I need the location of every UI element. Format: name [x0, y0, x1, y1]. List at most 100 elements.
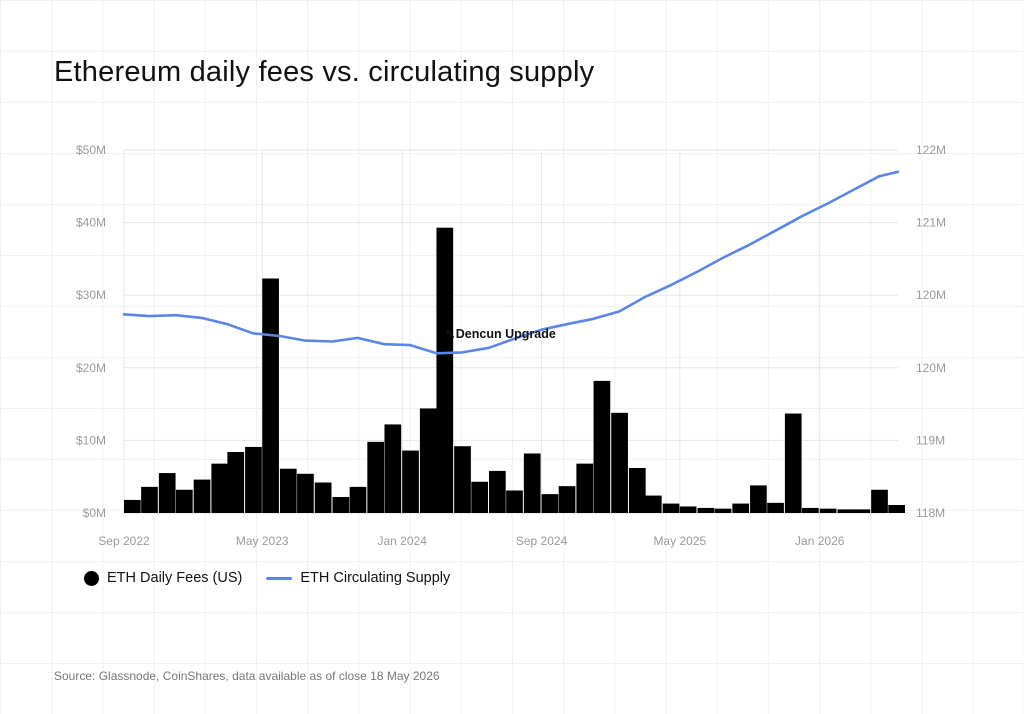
fee-bar — [576, 463, 594, 513]
fee-bar — [523, 453, 541, 513]
axis-labels: $0M 118M $10M 119M $20M 120M $30M 120M $40M 121M $… — [76, 143, 946, 548]
fee-bar — [489, 470, 506, 513]
supply-point — [565, 323, 568, 326]
chart-legend: ETH Daily Fees (US) ETH Circulating Supp… — [84, 570, 450, 586]
fee-bar — [871, 489, 888, 513]
x-tick-label: Jan 2026 — [795, 534, 845, 548]
legend-item-supply[interactable]: ETH Circulating Supply — [266, 570, 450, 586]
supply-point — [644, 296, 646, 298]
fee-bar — [593, 380, 611, 513]
fee-bar — [837, 509, 855, 513]
fee-bar — [784, 413, 802, 513]
fee-bar — [297, 473, 314, 513]
x-tick-label: Sep 2024 — [516, 534, 568, 548]
supply-point — [897, 170, 899, 173]
supply-point — [252, 332, 254, 335]
source-note: Source: Glassnode, CoinShares, data avai… — [54, 669, 440, 683]
y-left-tick-label: $40M — [76, 216, 106, 230]
supply-point — [356, 337, 359, 339]
y-right-tick-label: 118M — [916, 506, 945, 520]
supply-point — [409, 344, 411, 346]
legend-dot-marker — [84, 570, 99, 586]
fee-bar — [888, 505, 905, 513]
fee-bar — [628, 467, 646, 513]
supply-point — [123, 313, 125, 316]
fee-bar — [541, 494, 559, 513]
supply-point — [226, 323, 229, 326]
fee-bar — [611, 412, 628, 513]
fee-bar — [767, 502, 784, 513]
supply-point — [826, 202, 829, 205]
supply-point — [488, 347, 490, 349]
fee-bar — [558, 486, 576, 513]
supply-point — [279, 335, 281, 337]
fee-bar — [419, 408, 437, 513]
x-tick-label: Jan 2024 — [377, 534, 427, 548]
supply-point — [774, 229, 776, 232]
fee-bar — [662, 503, 680, 513]
fee-bar — [506, 490, 523, 513]
x-tick-label: Sep 2022 — [98, 534, 150, 548]
fee-bar — [402, 450, 419, 513]
y-left-tick-label: $30M — [76, 288, 106, 302]
y-right-tick-label: 122M — [916, 143, 946, 157]
fee-bar — [454, 446, 471, 513]
y-right-tick-label: 120M — [916, 361, 946, 375]
supply-point — [435, 352, 438, 355]
fee-bar — [644, 495, 662, 513]
y-right-tick-label: 119M — [916, 433, 945, 447]
supply-point — [461, 351, 463, 354]
fee-bar — [314, 482, 332, 513]
x-tick-label: May 2025 — [653, 534, 706, 548]
annotations: ↖Dencun Upgrade — [445, 327, 556, 341]
fee-bar — [227, 452, 245, 513]
fee-bar — [349, 486, 367, 513]
fee-bar — [732, 503, 750, 513]
fee-bar — [158, 473, 176, 513]
fee-bar — [124, 499, 141, 513]
fee-bar — [819, 508, 837, 513]
y-right-tick-label: 120M — [916, 288, 946, 302]
fee-bar — [436, 227, 454, 513]
supply-point — [801, 215, 803, 218]
supply-point — [200, 317, 203, 319]
fee-bar — [193, 479, 211, 513]
fee-bar — [802, 507, 819, 513]
supply-line-layer — [122, 170, 900, 355]
fee-bar — [211, 463, 229, 513]
legend-label-supply: ETH Circulating Supply — [300, 570, 451, 586]
fee-bar — [697, 507, 715, 513]
fee-bar — [262, 278, 279, 513]
supply-point — [852, 189, 855, 191]
y-right-tick-label: 121M — [916, 216, 946, 230]
fee-bar — [175, 489, 193, 513]
supply-point — [331, 340, 334, 343]
supply-point — [878, 175, 880, 178]
supply-point — [175, 314, 177, 316]
fee-bar — [141, 486, 158, 513]
legend-item-fees[interactable]: ETH Daily Fees (US) — [84, 570, 242, 586]
supply-point — [721, 257, 724, 259]
y-left-tick-label: $10M — [76, 433, 106, 447]
chart-plot: $0M 118M $10M 119M $20M 120M $30M 120M $40M 121M $… — [76, 143, 946, 548]
annotation-label: ↖Dencun Upgrade — [445, 327, 556, 341]
supply-point — [383, 343, 386, 346]
supply-point — [148, 315, 150, 317]
legend-line-marker — [266, 576, 293, 580]
fee-bar — [679, 506, 697, 513]
fee-bars — [124, 227, 905, 513]
supply-point — [304, 339, 306, 342]
fee-bar — [853, 509, 871, 513]
fee-bar — [471, 481, 489, 513]
y-left-tick-label: $20M — [76, 361, 106, 375]
fee-bar — [332, 497, 350, 513]
supply-point — [592, 317, 595, 320]
fee-bar — [750, 485, 767, 513]
chart-title: Ethereum daily fees vs. circulating supp… — [54, 56, 595, 88]
x-tick-label: May 2023 — [236, 534, 289, 548]
supply-point — [618, 310, 621, 313]
fee-bar — [367, 441, 385, 513]
fee-bar — [384, 424, 402, 513]
fee-bar — [714, 508, 732, 513]
